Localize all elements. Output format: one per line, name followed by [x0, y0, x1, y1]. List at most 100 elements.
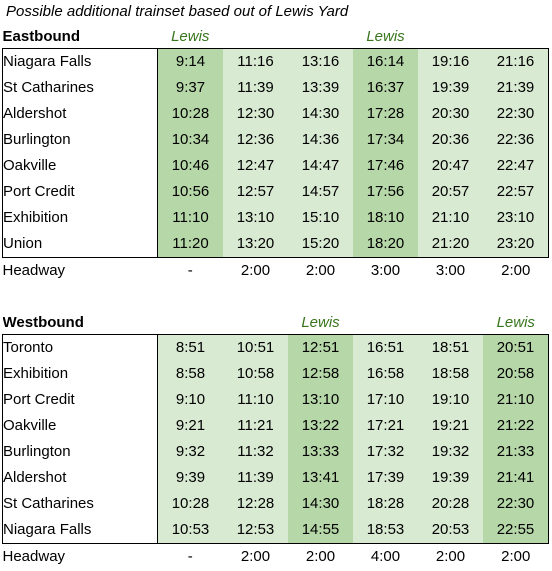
departure-time: 16:37: [353, 75, 418, 101]
departure-time: 11:16: [223, 48, 288, 75]
departure-time: 20:36: [418, 127, 483, 153]
departure-time: 11:32: [223, 439, 288, 465]
station-name: Exhibition: [2, 205, 158, 231]
headway-value: 3:00: [370, 262, 401, 279]
westbound-origin-label: [418, 312, 483, 335]
departure-time: 17:21: [353, 413, 418, 439]
headway-value: 2:00: [305, 548, 336, 565]
departure-time: 17:10: [353, 387, 418, 413]
departure-time: 21:10: [483, 387, 549, 413]
eastbound-origin-label: [288, 26, 353, 49]
table-row: Burlington 10:34 12:36 14:36 17:34 20:36 22:36: [2, 127, 549, 153]
headway-value: 3:00: [435, 262, 466, 279]
table-row: Union 11:20 13:20 15:20 18:20 21:20 23:20: [2, 231, 549, 258]
sheet-caption: Possible additional trainset based out o…: [6, 3, 349, 20]
departure-time: 20:57: [418, 179, 483, 205]
departure-time: 20:47: [418, 153, 483, 179]
westbound-origin-label: [223, 312, 288, 335]
departure-time: 12:30: [223, 101, 288, 127]
westbound-header: Westbound Lewis Lewis: [3, 312, 549, 335]
departure-time: 17:34: [353, 127, 418, 153]
eastbound-origin-label: Lewis: [171, 28, 210, 45]
departure-time: 12:51: [288, 334, 353, 361]
eastbound-header-row: Eastbound Lewis Lewis: [3, 26, 549, 49]
departure-time: 13:41: [288, 465, 353, 491]
table-row: Niagara Falls 9:14 11:16 13:16 16:14 19:16 21:…: [2, 48, 549, 75]
headway-value: 2:00: [240, 548, 271, 565]
departure-time: 9:21: [157, 413, 223, 439]
station-name: Union: [2, 231, 158, 258]
station-name: Oakville: [2, 413, 158, 439]
departure-time: 14:55: [288, 517, 353, 544]
station-name: Aldershot: [2, 465, 158, 491]
headway-value: -: [187, 262, 193, 279]
station-name: Port Credit: [2, 179, 158, 205]
departure-time: 21:33: [483, 439, 549, 465]
departure-time: 21:22: [483, 413, 549, 439]
westbound-headway: Headway - 2:00 2:00 4:00 2:00 2:00: [3, 544, 549, 571]
departure-time: 11:20: [157, 231, 223, 258]
departure-time: 16:51: [353, 334, 418, 361]
eastbound-origin-label: Lewis: [366, 28, 405, 45]
departure-time: 9:32: [157, 439, 223, 465]
departure-time: 20:30: [418, 101, 483, 127]
departure-time: 18:28: [353, 491, 418, 517]
departure-time: 11:39: [223, 75, 288, 101]
headway-value: 2:00: [305, 262, 336, 279]
table-row: Oakville 9:21 11:21 13:22 17:21 19:21 21:22: [2, 413, 549, 439]
departure-time: 19:32: [418, 439, 483, 465]
station-name: St Catharines: [2, 75, 158, 101]
departure-time: 10:28: [157, 491, 223, 517]
table-row: St Catharines 10:28 12:28 14:30 18:28 20:28 22…: [2, 491, 549, 517]
eastbound-timetable: Eastbound Lewis Lewis Niagara Falls 9:14 11:1…: [2, 26, 549, 284]
departure-time: 17:46: [353, 153, 418, 179]
departure-time: 22:30: [483, 491, 549, 517]
table-row: Aldershot 9:39 11:39 13:41 17:39 19:39 21:41: [2, 465, 549, 491]
departure-time: 19:10: [418, 387, 483, 413]
eastbound-origin-label: [418, 26, 483, 49]
headway-value: 2:00: [501, 548, 531, 565]
departure-time: 22:57: [483, 179, 549, 205]
eastbound-header: Eastbound Lewis Lewis: [3, 26, 549, 49]
departure-time: 23:20: [483, 231, 549, 258]
departure-time: 10:28: [157, 101, 223, 127]
departure-time: 13:16: [288, 48, 353, 75]
departure-time: 16:58: [353, 361, 418, 387]
westbound-origin-label: Lewis: [496, 314, 535, 331]
departure-time: 18:58: [418, 361, 483, 387]
headway-value: -: [187, 548, 193, 565]
westbound-header-row: Westbound Lewis Lewis: [3, 312, 549, 335]
departure-time: 18:20: [353, 231, 418, 258]
departure-time: 11:39: [223, 465, 288, 491]
station-name: Exhibition: [2, 361, 158, 387]
departure-time: 19:21: [418, 413, 483, 439]
departure-time: 20:53: [418, 517, 483, 544]
westbound-timetable: Westbound Lewis Lewis Toronto 8:51 10:51 12:51…: [2, 312, 549, 570]
eastbound-origin-label: [223, 26, 288, 49]
departure-time: 8:51: [157, 334, 223, 361]
departure-time: 10:46: [157, 153, 223, 179]
departure-time: 17:28: [353, 101, 418, 127]
headway-value: 4:00: [370, 548, 401, 565]
departure-time: 13:39: [288, 75, 353, 101]
departure-time: 12:28: [223, 491, 288, 517]
departure-time: 16:14: [353, 48, 418, 75]
table-row: St Catharines 9:37 11:39 13:39 16:37 19:39 21:…: [2, 75, 549, 101]
station-name: Oakville: [2, 153, 158, 179]
table-row: Port Credit 9:10 11:10 13:10 17:10 19:10 21:10: [2, 387, 549, 413]
departure-time: 14:30: [288, 491, 353, 517]
westbound-direction-label: Westbound: [2, 314, 84, 331]
table-row: Port Credit 10:56 12:57 14:57 17:56 20:57 22:5…: [2, 179, 549, 205]
departure-time: 9:39: [157, 465, 223, 491]
departure-time: 19:39: [418, 465, 483, 491]
station-name: Aldershot: [2, 101, 158, 127]
departure-time: 9:10: [157, 387, 223, 413]
departure-time: 13:10: [223, 205, 288, 231]
departure-time: 17:32: [353, 439, 418, 465]
departure-time: 13:20: [223, 231, 288, 258]
westbound-headway-row: Headway - 2:00 2:00 4:00 2:00 2:00: [3, 544, 549, 571]
eastbound-headway: Headway - 2:00 2:00 3:00 3:00 2:00: [3, 258, 549, 285]
departure-time: 15:10: [288, 205, 353, 231]
departure-time: 20:28: [418, 491, 483, 517]
departure-time: 11:10: [157, 205, 223, 231]
